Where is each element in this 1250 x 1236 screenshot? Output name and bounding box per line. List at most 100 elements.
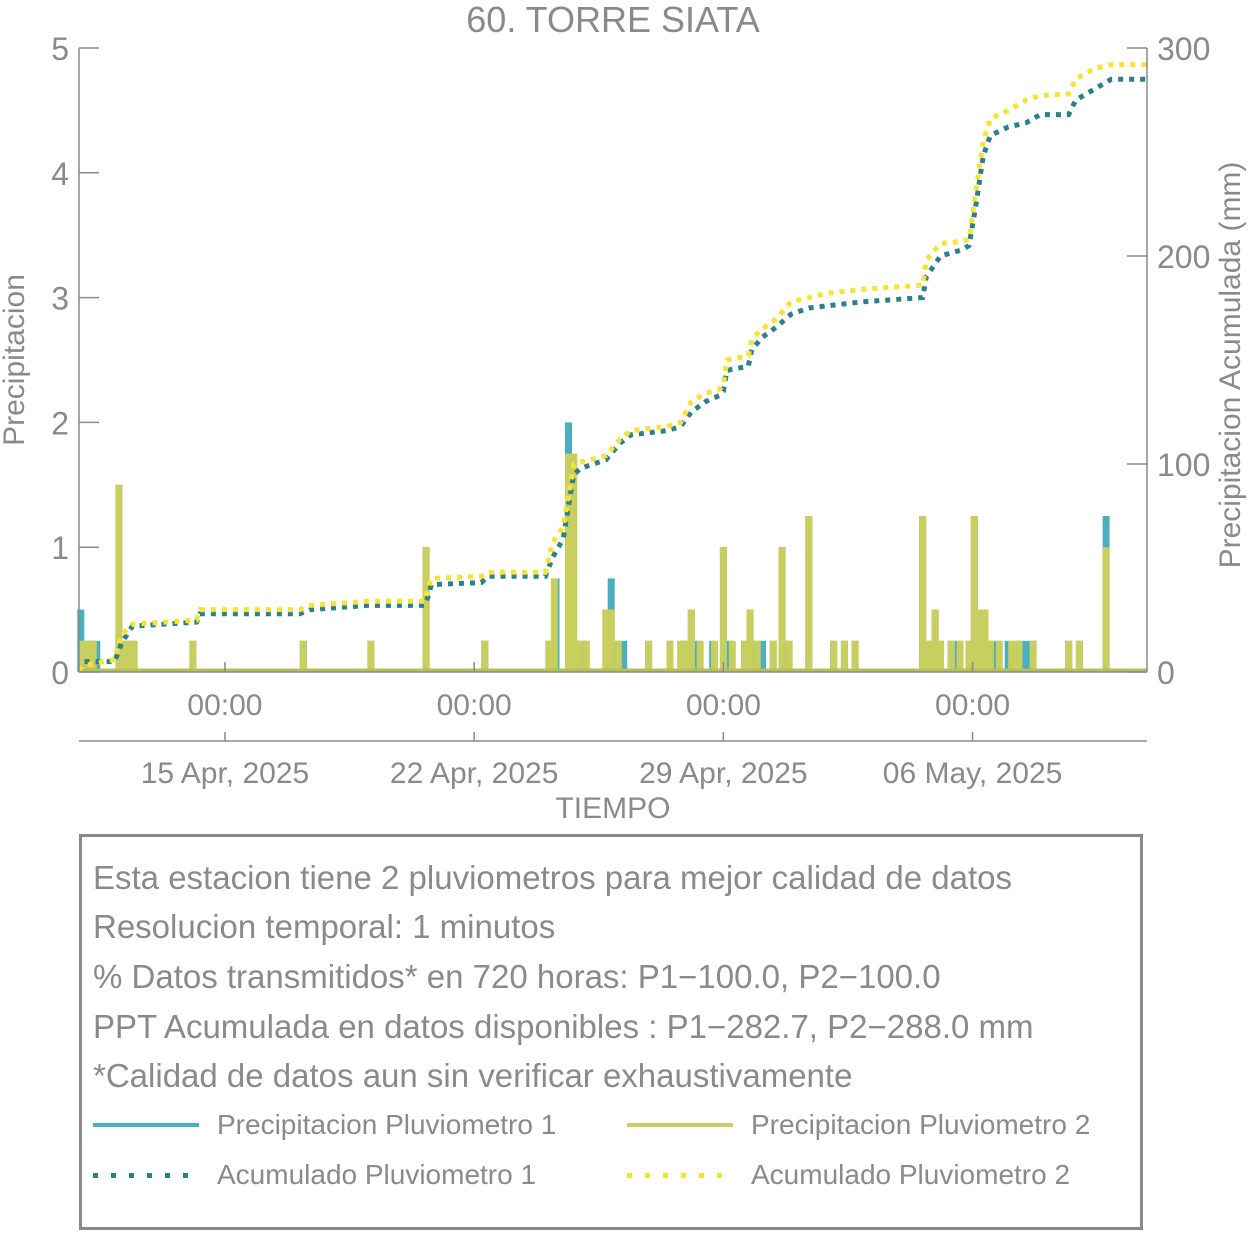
y-tick-label-left-3: 3 xyxy=(51,281,69,317)
bar-p1-23 xyxy=(620,640,628,672)
bar-p2-18 xyxy=(602,609,610,672)
bar-p2-56 xyxy=(1075,640,1083,672)
bar-p2-50 xyxy=(986,640,994,672)
bar-p2-33 xyxy=(769,640,777,672)
bar-p2-36 xyxy=(805,516,813,672)
precipitation-chart: 60. TORRE SIATA 0 1 2 3 4 5 0 100 200 300 00:00 15 … xyxy=(0,0,1247,825)
legend-label-p2: Precipitacion Pluviometro 2 xyxy=(751,1109,1091,1140)
bar-p2-24 xyxy=(682,640,690,672)
bar-p2-25 xyxy=(687,609,695,672)
bar-p2-45 xyxy=(956,640,964,672)
bar-p2-28 xyxy=(719,547,727,672)
line-acumulado-p2 xyxy=(77,62,1147,672)
bar-p2-29 xyxy=(728,640,736,672)
legend-swatch-p1 xyxy=(93,1123,199,1127)
x-tick-time-label-2: 00:00 xyxy=(686,689,761,722)
bar-p2-27 xyxy=(711,640,718,672)
y-tick-label-left-0: 0 xyxy=(51,655,69,691)
bar-p2-9 xyxy=(367,640,375,672)
bar-p2-31 xyxy=(746,609,754,672)
legend-item-a1: Acumulado Pluviometro 1 xyxy=(93,1159,536,1191)
bar-p2-22 xyxy=(666,640,674,672)
bar-p2-1 xyxy=(84,640,92,672)
bar-p2-52 xyxy=(1008,640,1016,672)
bar-p2-23 xyxy=(677,640,685,672)
bar-p2-53 xyxy=(1015,640,1023,672)
bar-p2-30 xyxy=(741,640,749,672)
bar-p2-7 xyxy=(189,640,197,672)
bar-p2-32 xyxy=(753,640,761,672)
x-tick-time-label-1: 00:00 xyxy=(437,689,512,722)
x-tick-time-label-0: 00:00 xyxy=(187,689,262,722)
y-tick-label-right-2: 200 xyxy=(1157,239,1210,275)
bar-p2-57 xyxy=(1102,547,1110,672)
y-tick-label-left-1: 1 xyxy=(51,530,69,566)
lines-layer xyxy=(76,62,1147,672)
bar-p2-47 xyxy=(970,516,978,672)
bar-p2-20 xyxy=(614,640,622,672)
bar-p2-5 xyxy=(125,640,133,672)
line-acumulado-p1 xyxy=(76,76,1147,671)
bar-p2-17 xyxy=(582,640,590,672)
bar-p2-40 xyxy=(919,516,927,672)
bar-p1-35 xyxy=(759,640,766,672)
x-tick-date-label-1: 22 Apr, 2025 xyxy=(390,757,559,790)
bar-p1-4 xyxy=(93,640,101,672)
bars-layer xyxy=(77,422,1147,672)
legend-label-a2: Acumulado Pluviometro 2 xyxy=(751,1159,1071,1190)
bar-p2-0 xyxy=(79,640,87,672)
y-tick-label-left-2: 2 xyxy=(51,405,69,441)
y-axis-label-left: Precipitacion xyxy=(0,274,31,446)
x-tick-time-label-3: 00:00 xyxy=(935,689,1010,722)
legend-label-a1: Acumulado Pluviometro 1 xyxy=(217,1159,537,1190)
legend-item-p2: Precipitacion Pluviometro 2 xyxy=(627,1109,1090,1141)
y-tick-label-left-4: 4 xyxy=(51,156,69,192)
bar-p2-3 xyxy=(115,484,123,672)
info-stations-note: Esta estacion tiene 2 pluviometros para … xyxy=(93,859,1013,896)
bar-p2-42 xyxy=(931,609,939,672)
legend-label-p1: Precipitacion Pluviometro 1 xyxy=(217,1109,557,1140)
x-tick-date-label-3: 06 May, 2025 xyxy=(883,757,1063,790)
bar-p2-37 xyxy=(830,640,838,672)
bar-p2-4 xyxy=(120,640,127,672)
info-resolution: Resolucion temporal: 1 minutos xyxy=(93,908,556,945)
x-axis-label: TIEMPO xyxy=(555,792,670,825)
bar-p2-44 xyxy=(947,640,955,672)
x-tick-date-label-0: 15 Apr, 2025 xyxy=(141,757,310,790)
bar-p2-14 xyxy=(565,453,572,672)
bar-p2-2 xyxy=(89,640,97,672)
legend-item-a2: Acumulado Pluviometro 2 xyxy=(627,1159,1070,1191)
bar-p2-41 xyxy=(926,640,934,672)
bar-p2-43 xyxy=(937,640,944,672)
info-quality-note: *Calidad de datos aun sin verificar exha… xyxy=(93,1057,853,1094)
bar-p2-55 xyxy=(1065,640,1073,672)
bar-p2-49 xyxy=(981,609,989,672)
bar-p2-21 xyxy=(645,640,653,672)
bar-p2-39 xyxy=(851,640,859,672)
bar-p1-57 xyxy=(1022,640,1030,672)
bar-p2-34 xyxy=(778,547,786,672)
bar-p2-13 xyxy=(550,578,558,672)
y-tick-label-right-3: 300 xyxy=(1157,31,1210,67)
bar-p2-54 xyxy=(1029,640,1037,672)
bar-p2-51 xyxy=(995,640,1003,672)
y-axis-label-right: Precipitacion Acumulada (mm) xyxy=(1214,162,1247,569)
bar-p2-35 xyxy=(785,640,793,672)
y-tick-label-right-1: 100 xyxy=(1157,447,1210,483)
bar-p2-11 xyxy=(481,640,489,672)
bar-p2-46 xyxy=(965,640,973,672)
y-tick-label-left-5: 5 xyxy=(51,31,69,67)
x-tick-date-label-2: 29 Apr, 2025 xyxy=(639,757,808,790)
bar-p2-12 xyxy=(545,640,553,672)
bar-p2-8 xyxy=(299,640,307,672)
bar-p2-38 xyxy=(840,640,848,672)
bar-p2-10 xyxy=(422,547,430,672)
legend-swatch-a1 xyxy=(93,1172,199,1178)
bar-p2-6 xyxy=(130,640,138,672)
legend-swatch-p2 xyxy=(627,1123,733,1127)
bar-p2-19 xyxy=(607,609,615,672)
legend-swatch-a2 xyxy=(627,1172,733,1178)
info-panel: Esta estacion tiene 2 pluviometros para … xyxy=(79,834,1143,1230)
bar-p2-15 xyxy=(570,453,578,672)
axes-layer: 0 1 2 3 4 5 0 100 200 300 00:00 15 Apr, 2025 00:00 22… xyxy=(51,31,1210,790)
